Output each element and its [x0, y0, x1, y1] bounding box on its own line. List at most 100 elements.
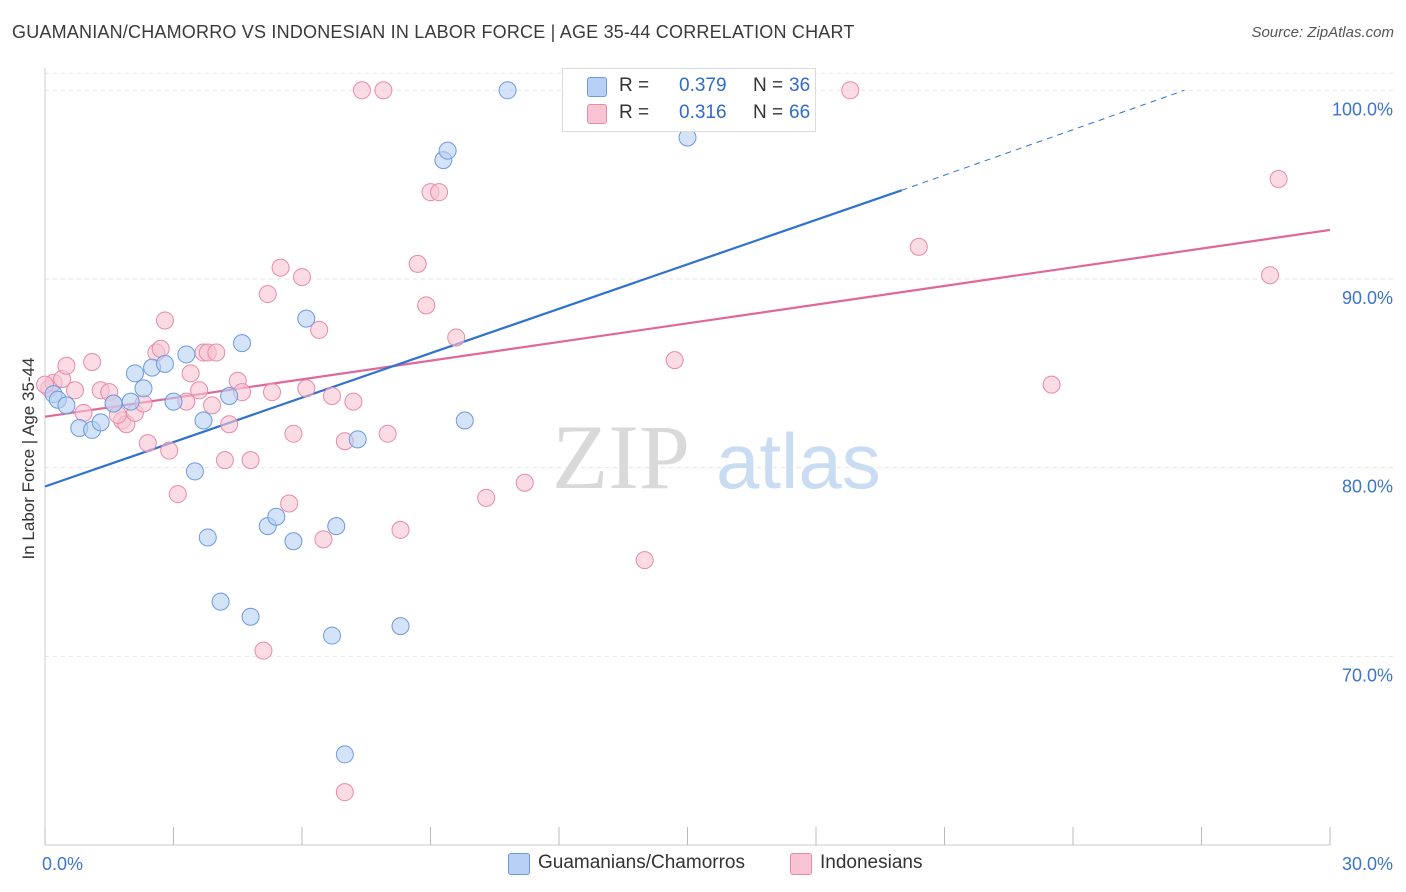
indonesian-point: [665, 351, 684, 370]
series-swatch-pink: [790, 853, 812, 875]
indonesian-point: [168, 485, 187, 504]
y-axis-label: In Labor Force | Age 35-44: [19, 358, 38, 560]
indonesian-point: [515, 473, 534, 492]
indonesian-point: [181, 364, 200, 383]
guamanian-point: [498, 81, 517, 100]
indonesian-point: [280, 494, 299, 513]
indonesian-point: [293, 268, 311, 287]
guamanian-point: [241, 607, 260, 626]
indonesian-point: [841, 81, 860, 100]
indonesian-point: [909, 237, 928, 256]
indonesian-point: [215, 451, 234, 470]
indonesian-point: [352, 81, 371, 100]
indonesian-point: [57, 356, 76, 375]
indonesian-point: [254, 641, 273, 660]
grid-lines: [45, 72, 1395, 657]
guamanian-point: [185, 462, 204, 481]
guamanian-point: [125, 364, 144, 383]
guamanian-point: [322, 626, 341, 645]
guamanian-point: [211, 592, 230, 611]
indonesian-point: [447, 328, 466, 347]
chart-title: GUAMANIAN/CHAMORRO VS INDONESIAN IN LABO…: [12, 22, 855, 42]
legend-n-label: N =: [753, 102, 784, 123]
indonesian-point: [344, 392, 363, 411]
indonesian-point: [335, 783, 354, 802]
guamanian-point: [57, 396, 76, 415]
indonesian-point: [635, 551, 654, 570]
legend-r-value: 0.316: [679, 102, 727, 123]
guamanian-point: [155, 354, 174, 373]
indonesian-point: [258, 285, 277, 304]
indonesian-point: [1261, 266, 1280, 285]
indonesian-trend-line: [44, 228, 1331, 418]
series-label: Guamanians/Chamorros: [538, 852, 745, 873]
indonesian-point: [1269, 169, 1288, 188]
indonesian-point: [374, 81, 393, 100]
y-tick-label: 90.0%: [1342, 288, 1393, 308]
y-tick-label: 70.0%: [1342, 665, 1393, 685]
indonesian-point: [314, 530, 333, 549]
x-tick-label: 30.0%: [1342, 854, 1393, 874]
guamanian-point: [438, 141, 457, 160]
series-label: Indonesians: [820, 852, 923, 873]
indonesian-point: [417, 296, 436, 315]
indonesian-point: [220, 415, 239, 434]
indonesian-point: [151, 339, 170, 358]
guamanian-point: [297, 309, 316, 328]
trend-lines: [44, 89, 1331, 488]
guamanian-point: [267, 507, 286, 526]
indonesian-point: [65, 381, 84, 400]
guamanian-trend-extension: [901, 89, 1185, 191]
guamanian-trend-line: [44, 189, 903, 488]
stats-legend: R = 0.379 N = 36 R = 0.316 N = 66: [562, 68, 816, 132]
axes: [44, 68, 1331, 846]
tick-labels: 0.0% 30.0% 70.0% 80.0% 90.0% 100.0%: [42, 99, 1393, 874]
indonesian-point: [160, 441, 179, 460]
x-tick-label: 0.0%: [42, 854, 83, 874]
indonesian-point: [310, 320, 329, 339]
indonesian-point: [74, 403, 93, 422]
guamanian-point: [455, 411, 474, 430]
legend-swatch-pink: [587, 104, 607, 124]
indonesian-point: [430, 183, 449, 202]
indonesian-point: [391, 520, 410, 539]
indonesian-point: [207, 343, 226, 362]
guamanian-point: [134, 379, 153, 398]
indonesian-point: [83, 352, 102, 371]
indonesian-point: [1042, 375, 1061, 394]
indonesian-point: [322, 386, 341, 405]
guamanian-point: [91, 413, 110, 432]
legend-n-value: 66: [789, 102, 811, 123]
indonesian-point: [271, 258, 290, 277]
data-points: [36, 81, 1288, 802]
indonesian-point: [155, 311, 174, 330]
legend-r-label: R =: [619, 102, 650, 123]
guamanian-point: [121, 392, 140, 411]
guamanian-point: [284, 532, 303, 551]
guamanian-point: [335, 745, 354, 764]
guamanian-point: [194, 411, 213, 430]
indonesian-point: [203, 396, 222, 415]
indonesian-point: [408, 254, 427, 273]
guamanian-point: [348, 430, 367, 449]
guamanian-point: [220, 386, 239, 405]
legend-n-label: N =: [753, 75, 784, 96]
series-swatch-blue: [508, 853, 530, 875]
indonesian-point: [378, 424, 397, 443]
legend-swatch-blue: [587, 77, 607, 97]
indonesian-point: [284, 424, 303, 443]
watermark-zip: ZIP: [552, 406, 690, 508]
indonesian-point: [263, 383, 282, 402]
y-tick-label: 100.0%: [1332, 99, 1393, 119]
guamanian-point: [198, 528, 217, 547]
guamanian-point: [327, 517, 346, 536]
guamanian-point: [177, 345, 196, 364]
indonesian-point: [297, 379, 316, 398]
indonesian-point: [190, 381, 209, 400]
guamanian-point: [391, 617, 410, 636]
indonesian-point: [138, 434, 157, 453]
legend-r-value: 0.379: [679, 75, 727, 96]
watermark: ZIP atlas: [552, 406, 881, 508]
legend-r-label: R =: [619, 75, 650, 96]
